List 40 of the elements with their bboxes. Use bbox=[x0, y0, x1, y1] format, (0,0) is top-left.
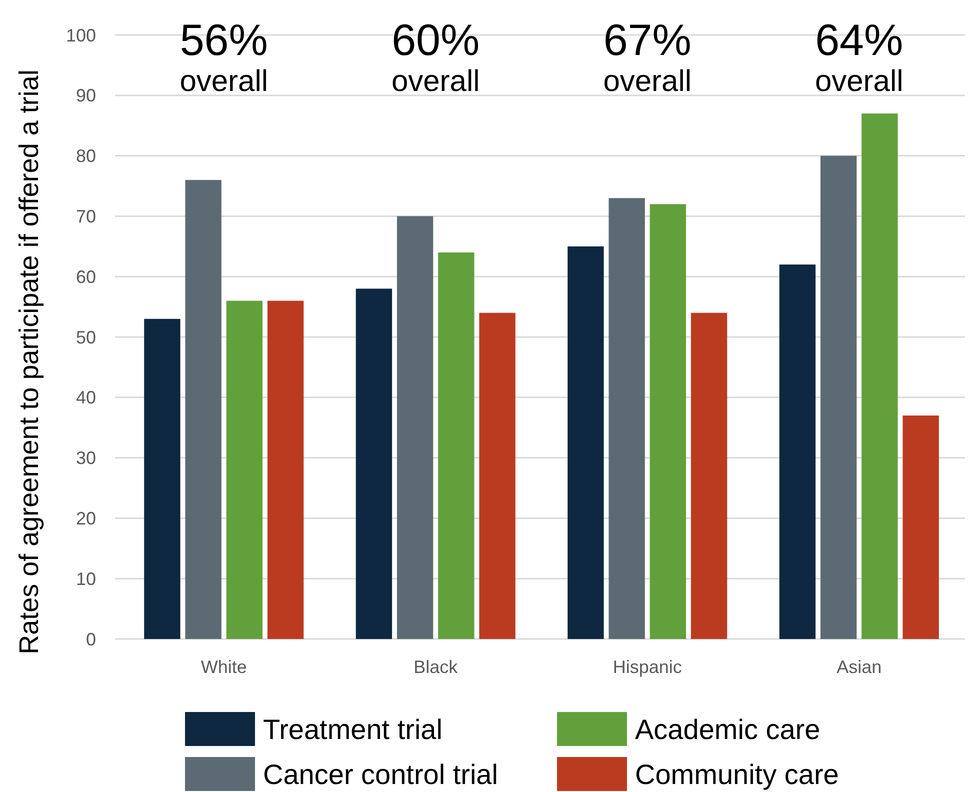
x-tick-label: White bbox=[200, 657, 247, 677]
bar bbox=[862, 114, 898, 639]
bar bbox=[396, 216, 434, 639]
annotation: 64% overall bbox=[814, 16, 904, 98]
x-tick-label: Hispanic bbox=[612, 657, 682, 677]
y-axis-title: Rates of agreement to participate if offered a trial bbox=[14, 70, 44, 654]
y-tick-label: 20 bbox=[76, 508, 96, 528]
bar bbox=[479, 312, 516, 639]
y-tick-label: 100 bbox=[66, 25, 96, 46]
y-tick-label: 10 bbox=[76, 568, 96, 589]
y-tick-label: 30 bbox=[76, 448, 96, 468]
bar bbox=[568, 246, 604, 639]
legend-label: Academic care bbox=[635, 714, 820, 745]
annotation: 56% overall bbox=[180, 16, 268, 98]
bar bbox=[820, 156, 857, 639]
bar bbox=[144, 318, 180, 639]
y-tick-label: 70 bbox=[76, 206, 96, 226]
bar bbox=[608, 198, 645, 639]
y-tick-label: 90 bbox=[76, 86, 96, 106]
y-tick-label: 80 bbox=[76, 146, 96, 166]
bar bbox=[356, 288, 392, 639]
legend-label: Community care bbox=[635, 758, 839, 790]
y-tick-label: 50 bbox=[76, 327, 96, 348]
bar bbox=[185, 180, 222, 639]
bar bbox=[779, 264, 816, 639]
legend-label: Treatment trial bbox=[263, 714, 442, 745]
x-tick-label: Black bbox=[414, 657, 459, 677]
x-tick-label: Asian bbox=[836, 657, 882, 677]
y-tick-label: 0 bbox=[86, 629, 96, 650]
annotation: 60% overall bbox=[391, 16, 480, 98]
bar bbox=[226, 300, 263, 639]
bar bbox=[690, 312, 728, 639]
y-tick-label: 60 bbox=[76, 266, 96, 287]
bar bbox=[902, 416, 939, 639]
annotation: 67% overall bbox=[603, 16, 692, 98]
bar bbox=[267, 300, 304, 639]
y-tick-label: 40 bbox=[76, 388, 96, 408]
bar bbox=[438, 252, 474, 639]
bar bbox=[650, 204, 686, 639]
legend-label: Cancer control trial bbox=[263, 758, 498, 790]
